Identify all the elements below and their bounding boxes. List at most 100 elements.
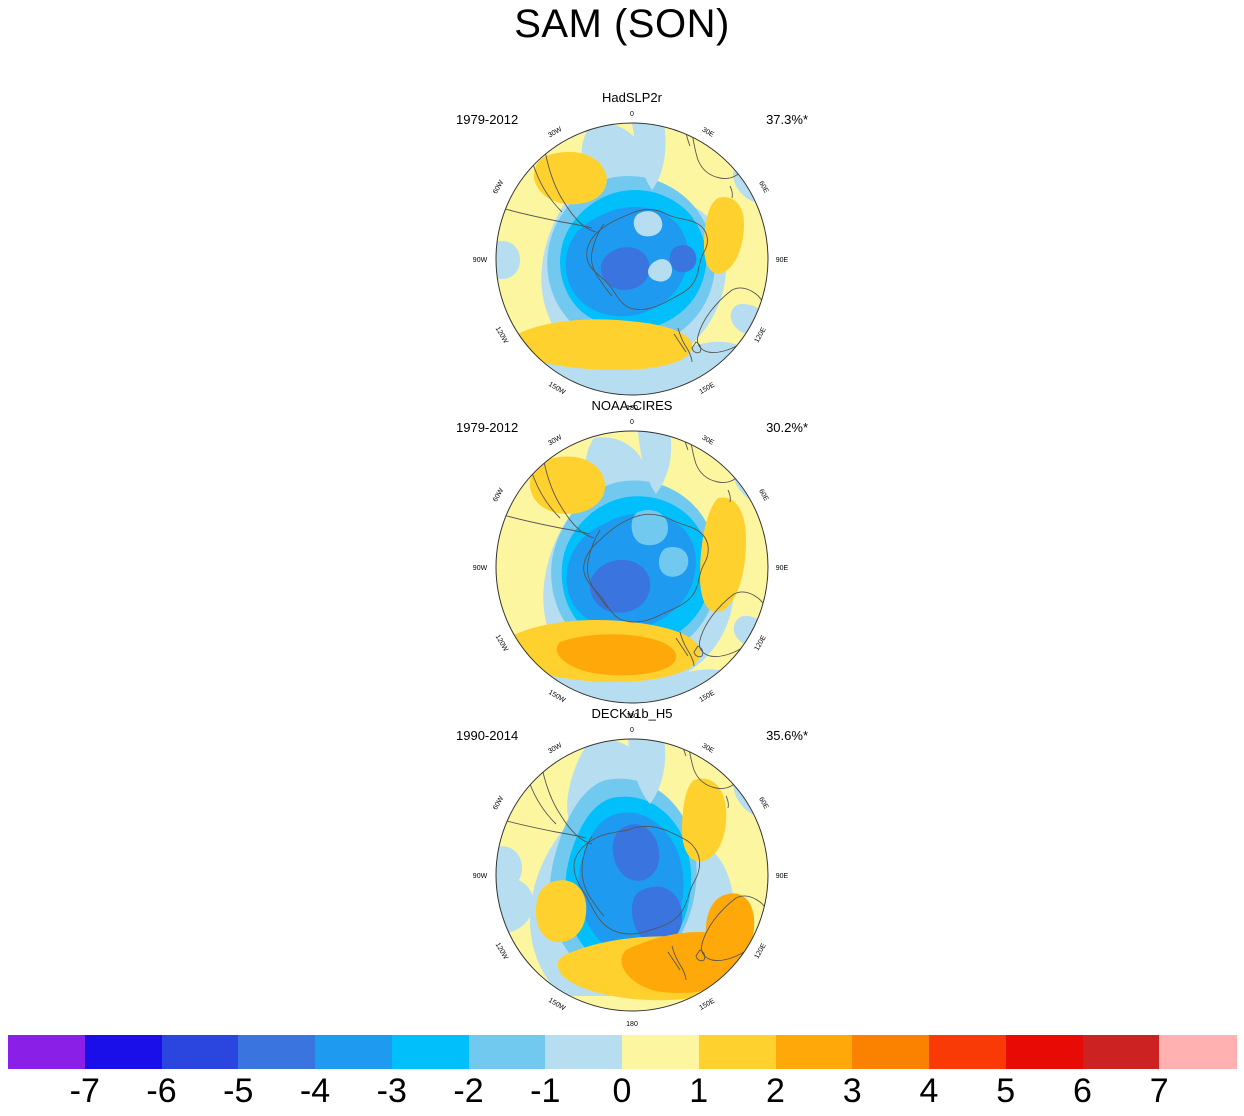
colorbar-tick-label: -1: [530, 1072, 561, 1110]
lon-label-30W: 30W: [547, 742, 563, 755]
contour-band-pos1-b: [700, 497, 746, 613]
lon-label-0: 0: [630, 419, 634, 426]
panel-hadslp2r: HadSLP2r 1979-2012 37.3%*: [442, 90, 822, 412]
rim-cool-sector-d: [496, 241, 520, 279]
colorbar-swatch[interactable]: [545, 1035, 623, 1069]
lon-label-150E: 150E: [698, 689, 716, 703]
rim-cool-sector-b: [496, 846, 522, 890]
colorbar-swatch[interactable]: [775, 1035, 853, 1069]
colorbar-swatch[interactable]: [622, 1035, 700, 1069]
colorbar-tick-label: -7: [69, 1072, 100, 1110]
coastline-group: [501, 123, 765, 363]
lon-label-90W: 90W: [473, 565, 488, 572]
tasmania-coastline: [691, 341, 702, 354]
panel-variance: 37.3%*: [766, 112, 808, 127]
colorbar-swatch[interactable]: [1159, 1035, 1237, 1069]
lon-label-150W: 150W: [547, 381, 567, 396]
lon-label-90E: 90E: [776, 257, 789, 264]
colorbar-swatch[interactable]: [1082, 1035, 1160, 1069]
contour-band-neg5-b: [669, 245, 697, 273]
contour-band-neg5-b: [632, 886, 683, 944]
contour-band-pos1-a: [533, 151, 607, 205]
scotia-arc: [501, 207, 593, 229]
continent-light-patch-b: [658, 546, 689, 577]
colorbar-swatch[interactable]: [8, 1035, 86, 1069]
colorbar-swatch[interactable]: [161, 1035, 239, 1069]
lon-label-120E: 120E: [754, 634, 768, 652]
lon-label-150W: 150W: [547, 689, 567, 704]
contour-band-pos1-c: [506, 319, 693, 370]
lon-label-120W: 120W: [494, 634, 509, 654]
lon-label-150E: 150E: [698, 381, 716, 395]
lon-label-120E: 120E: [754, 326, 768, 344]
rim-cool-sector-a: [638, 431, 672, 494]
contour-band-pos2-b: [705, 893, 755, 968]
colorbar-tick-label: -6: [146, 1072, 177, 1110]
colorbar-swatch[interactable]: [852, 1035, 930, 1069]
colorbar-swatch[interactable]: [698, 1035, 776, 1069]
contour-band-neg1-b: [496, 878, 534, 934]
polar-map: 0 30E 60E 90E 120E 150E 180 150W 120W 90…: [442, 706, 822, 1028]
contour-band-pos1-b: [536, 880, 587, 943]
new-zealand-coastline: [675, 631, 695, 667]
panel-deckv1b-h5: DECKv1b_H5 1990-2014 35.6%*: [442, 706, 822, 1028]
colorbar-swatch[interactable]: [315, 1035, 393, 1069]
australia-coastline: [697, 287, 765, 353]
colorbar[interactable]: [8, 1035, 1237, 1069]
panel-variance: 35.6%*: [766, 728, 808, 743]
panel-period: 1990-2014: [456, 728, 519, 743]
lon-label-60E: 60E: [757, 488, 769, 503]
madagascar-coastline: [725, 795, 729, 809]
antarctic-peninsula: [581, 835, 605, 917]
madagascar-coastline: [729, 185, 733, 199]
colorbar-swatch[interactable]: [929, 1035, 1007, 1069]
polar-map: 0 30E 60E 90E 120E 150E 180 150W 120W 90…: [442, 90, 822, 412]
figure-title: SAM (SON): [514, 2, 730, 46]
lon-label-150W: 150W: [547, 997, 567, 1012]
contour-band-neg5: [600, 247, 650, 290]
lon-label-90E: 90E: [776, 873, 789, 880]
madagascar-coastline: [727, 489, 731, 503]
lon-label-90W: 90W: [473, 873, 488, 880]
continent-light-patch-b: [648, 259, 672, 282]
lon-label-90W: 90W: [473, 257, 488, 264]
lon-label-30E: 30E: [701, 435, 716, 447]
lon-label-90E: 90E: [776, 565, 789, 572]
panel-title: NOAA-CIRES: [591, 398, 673, 413]
new-zealand-coastline: [667, 945, 687, 981]
continent-light-patch-a: [631, 509, 668, 546]
lon-label-180: 180: [626, 405, 638, 412]
colorbar-swatch[interactable]: [468, 1035, 546, 1069]
polar-map-svg: 0 30E 60E 90E 120E 150E 180 150W 120W 90…: [473, 111, 789, 412]
rim-cool-sector-a: [628, 739, 666, 804]
colorbar-tick-labels: -7 -6 -5 -4 -3 -2 -1 0 1 2 3 4 5 6 7: [0, 1070, 1244, 1116]
colorbar-swatch[interactable]: [84, 1035, 162, 1069]
antarctic-peninsula: [587, 529, 609, 609]
rim-cool-sector-a: [632, 123, 666, 190]
lon-label-30E: 30E: [701, 127, 716, 139]
tasmania-coastline: [695, 949, 706, 962]
lon-label-30E: 30E: [701, 743, 716, 755]
new-zealand-coastline: [673, 327, 693, 363]
lon-label-60E: 60E: [757, 180, 769, 195]
contour-band-neg5-a: [612, 824, 660, 881]
panel-noaa-cires: NOAA-CIRES 1979-2012 30.2%*: [442, 398, 822, 720]
panel-period: 1979-2012: [456, 112, 519, 127]
panel-variance: 30.2%*: [766, 420, 808, 435]
contour-band-pos2: [556, 634, 677, 676]
colorbar-tick-label: -3: [376, 1072, 407, 1110]
colorbar-swatch[interactable]: [391, 1035, 469, 1069]
lon-label-150E: 150E: [698, 997, 716, 1011]
colorbar-swatch[interactable]: [238, 1035, 316, 1069]
contour-band-pos1-a: [529, 456, 606, 514]
polar-map: 0 30E 60E 90E 120E 150E 180 150W 120W 90…: [442, 398, 822, 720]
antarctic-peninsula: [591, 223, 613, 297]
lon-label-60W: 60W: [492, 487, 505, 503]
lon-label-60E: 60E: [757, 796, 769, 811]
lon-label-120W: 120W: [494, 326, 509, 346]
panel-title: DECKv1b_H5: [591, 706, 673, 721]
panel-period: 1979-2012: [456, 420, 519, 435]
colorbar-tick-label: 2: [766, 1072, 785, 1110]
colorbar-swatch[interactable]: [1005, 1035, 1083, 1069]
antarctica-coastline: [583, 513, 709, 623]
